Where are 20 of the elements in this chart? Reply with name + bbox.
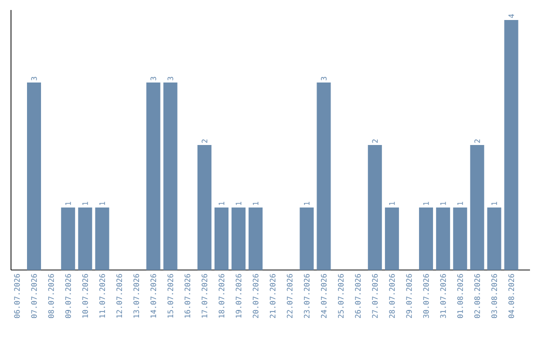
bar bbox=[27, 82, 42, 270]
bar bbox=[368, 144, 382, 270]
bar bbox=[487, 208, 502, 270]
bar bbox=[470, 144, 484, 270]
bar bbox=[214, 208, 228, 270]
bar bbox=[248, 208, 263, 270]
bar bbox=[300, 208, 314, 270]
bar bbox=[453, 208, 468, 270]
bar bbox=[316, 82, 331, 270]
bar bbox=[419, 208, 434, 270]
bar bbox=[197, 144, 212, 270]
bar bbox=[163, 82, 178, 270]
bar bbox=[78, 208, 92, 270]
bar bbox=[504, 20, 518, 270]
bar bbox=[95, 208, 110, 270]
bar bbox=[436, 208, 450, 270]
bar bbox=[232, 208, 246, 270]
bar bbox=[61, 208, 76, 270]
bar bbox=[384, 208, 399, 270]
bar bbox=[146, 82, 160, 270]
